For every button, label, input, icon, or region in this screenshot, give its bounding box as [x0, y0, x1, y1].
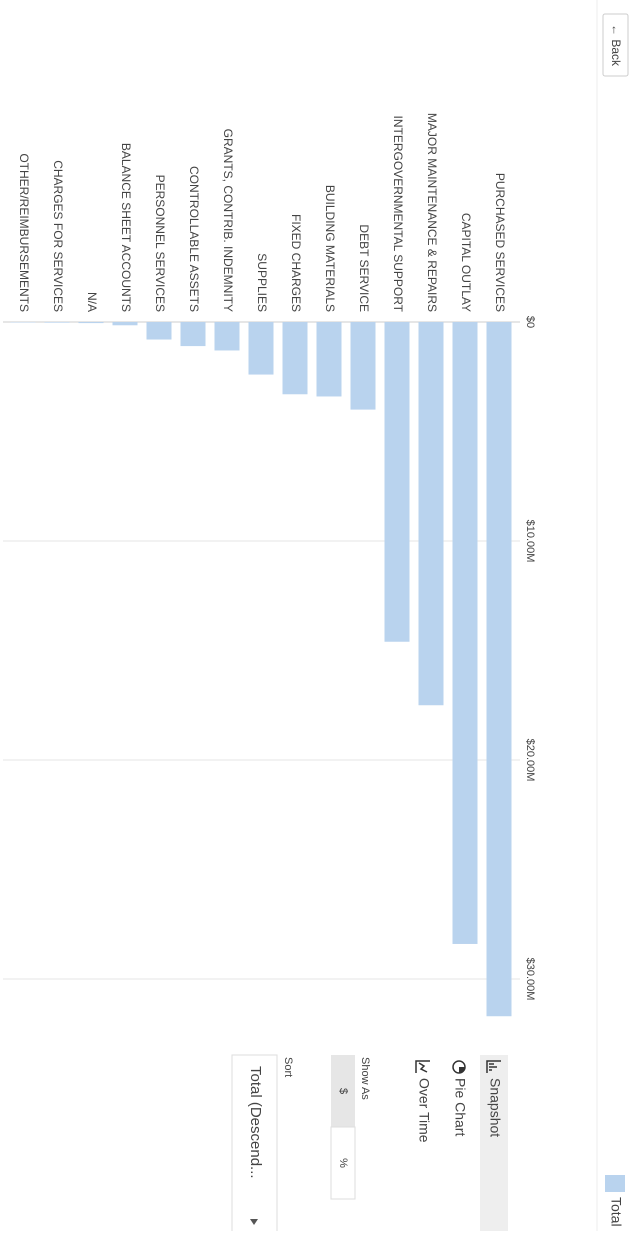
- bar: [419, 322, 444, 705]
- bar: [487, 322, 512, 1016]
- y-tick-label: $10.00M: [524, 520, 536, 563]
- x-tick-label: GRANTS, CONTRIB. INDEMNITY: [221, 129, 235, 312]
- bar: [181, 322, 206, 346]
- bar: [385, 322, 410, 642]
- legend-label: Total: [608, 1197, 624, 1227]
- view-label: Pie Chart: [452, 1078, 468, 1136]
- bar: [45, 322, 70, 323]
- rotated-view: ← Back Snapshot Pie Chart Over Time Show…: [3, 0, 628, 1231]
- bar: [113, 322, 138, 325]
- back-label: ← Back: [609, 24, 623, 67]
- y-tick-label: $20.00M: [524, 739, 536, 782]
- x-tick-label: SUPPLIES: [255, 253, 269, 312]
- x-tick-label: BUILDING MATERIALS: [323, 185, 337, 312]
- x-tick-label: CAPITAL OUTLAY: [459, 213, 473, 312]
- bar: [79, 322, 104, 323]
- bar: [283, 322, 308, 394]
- sort-value: Total (Descend...: [247, 1066, 264, 1179]
- x-tick-label: PURCHASED SERVICES: [493, 173, 507, 312]
- x-tick-label: INTERGOVERNMENTAL SUPPORT: [391, 116, 405, 313]
- bar: [453, 322, 478, 944]
- x-tick-label: PERSONNEL SERVICES: [153, 175, 167, 312]
- bar: [147, 322, 172, 340]
- bar: [249, 322, 274, 375]
- x-tick-label: BALANCE SHEET ACCOUNTS: [119, 143, 133, 312]
- x-tick-label: MAJOR MAINTENANCE & REPAIRS: [425, 113, 439, 312]
- x-tick-label: FIXED CHARGES: [289, 214, 303, 312]
- y-tick-label: $0: [524, 316, 536, 328]
- x-tick-label: CONTROLLABLE ASSETS: [187, 166, 201, 312]
- x-tick-label: OTHER/REIMBURSEMENTS: [17, 153, 31, 312]
- x-tick-label: CHARGES FOR SERVICES: [51, 160, 65, 312]
- y-tick-label: $30.00M: [524, 958, 536, 1001]
- view-label: Snapshot: [487, 1078, 503, 1137]
- bar: [351, 322, 376, 410]
- legend-swatch: [605, 1175, 625, 1192]
- label: Sort: [282, 1057, 294, 1077]
- bar: [317, 322, 342, 396]
- toggle-label: %: [337, 1158, 349, 1168]
- bar: [215, 322, 240, 350]
- x-tick-label: DEBT SERVICE: [357, 224, 371, 312]
- toggle-label: $: [337, 1088, 349, 1094]
- label: Show As: [359, 1057, 371, 1100]
- x-tick-label: N/A: [85, 292, 99, 312]
- view-label: Over Time: [416, 1078, 432, 1143]
